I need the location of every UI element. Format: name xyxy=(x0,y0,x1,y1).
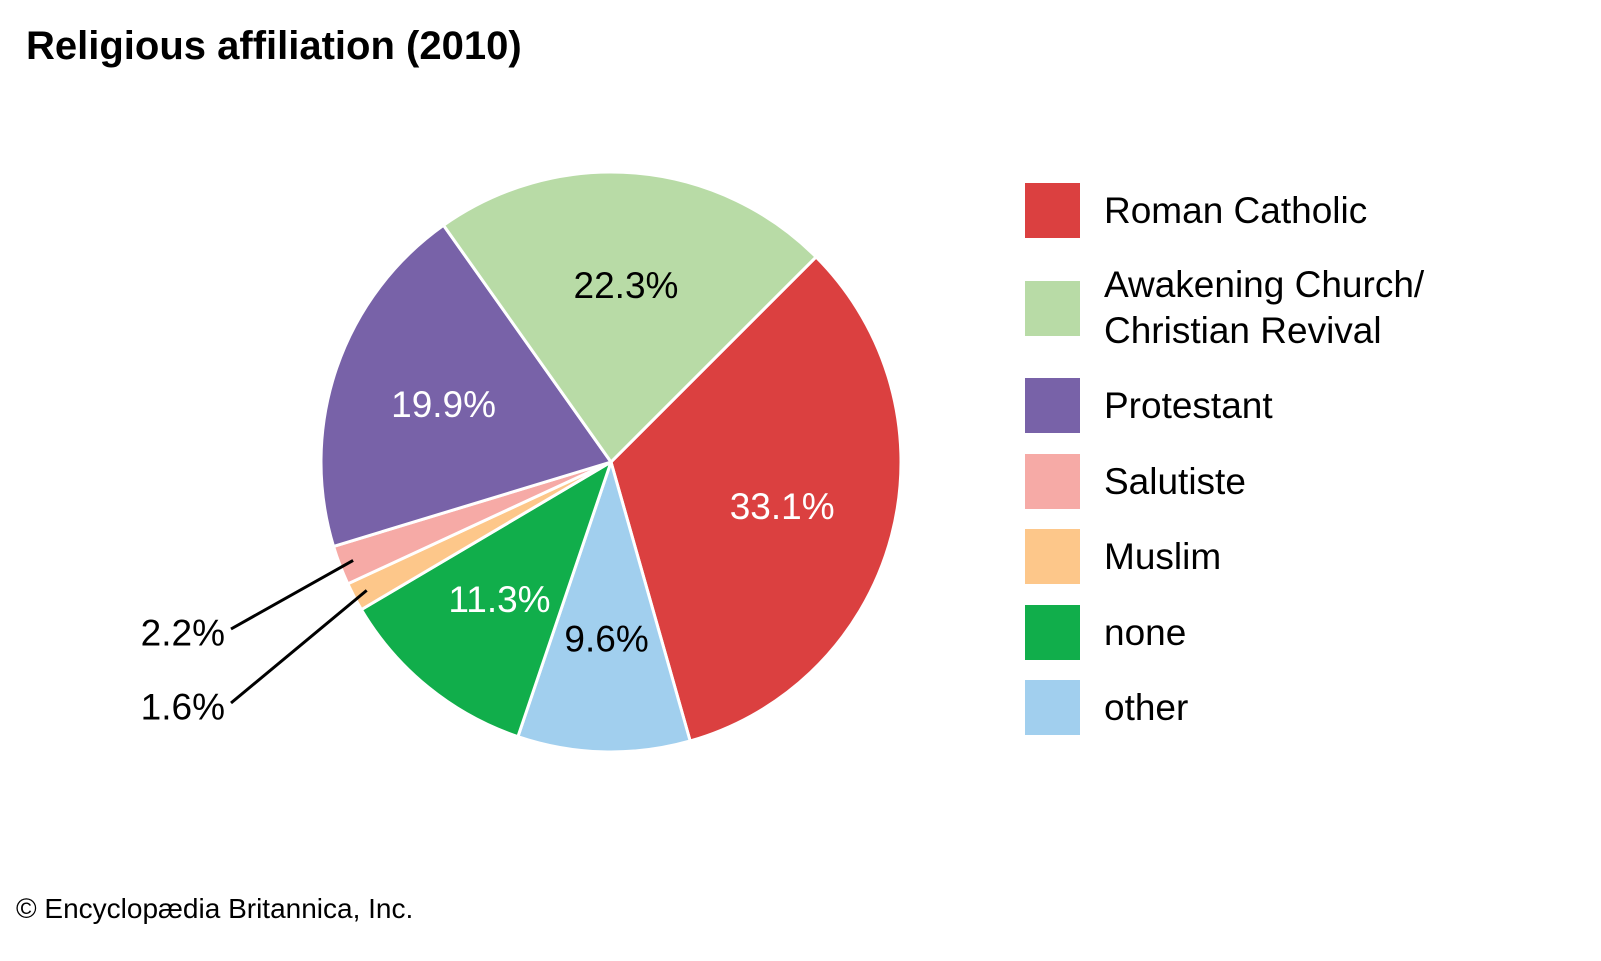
chart-title: Religious affiliation (2010) xyxy=(26,24,522,68)
legend-item-none: none xyxy=(1025,605,1186,660)
legend-item-awakening-church-christian-revival: Awakening Church/ Christian Revival xyxy=(1025,262,1424,354)
value-label-salutiste: 2.2% xyxy=(141,613,225,654)
value-label-roman-catholic: 33.1% xyxy=(730,486,835,527)
pie-slice-protestant xyxy=(319,223,613,548)
callout-line-salutiste xyxy=(230,559,354,631)
pie-slices xyxy=(319,170,903,754)
pie-slice-roman-catholic xyxy=(609,255,903,743)
legend-swatch-muslim xyxy=(1025,529,1080,584)
legend-label-none: none xyxy=(1104,611,1187,653)
copyright-notice: © Encyclopædia Britannica, Inc. xyxy=(16,893,414,924)
legend-label-awakening-church-christian-revival: Awakening Church/ Christian Revival xyxy=(1104,264,1425,351)
value-label-muslim: 1.6% xyxy=(141,687,225,728)
legend-swatch-protestant xyxy=(1025,378,1080,433)
legend-item-roman-catholic: Roman Catholic xyxy=(1025,183,1367,238)
legend-swatch-other xyxy=(1025,680,1080,735)
pie-value-labels: 33.1% 9.6% 11.3% 19.9% 22.3% xyxy=(391,265,835,659)
value-label-awakening-church-christian-revival: 22.3% xyxy=(574,265,679,306)
callout-line-muslim xyxy=(230,589,368,705)
legend-swatch-awakening-church-christian-revival xyxy=(1025,280,1080,336)
legend-item-muslim: Muslim xyxy=(1025,529,1221,584)
pie-slice-other xyxy=(516,460,692,754)
legend-label-protestant: Protestant xyxy=(1104,384,1273,426)
legend-swatch-roman-catholic xyxy=(1025,183,1080,238)
pie-callouts: 2.2% 1.6% xyxy=(141,559,368,728)
value-label-protestant: 19.9% xyxy=(391,384,496,425)
legend-label-roman-catholic: Roman Catholic xyxy=(1104,189,1368,231)
legend-swatch-salutiste xyxy=(1025,454,1080,509)
legend-item-salutiste: Salutiste xyxy=(1025,454,1246,509)
legend-item-other: other xyxy=(1025,680,1188,735)
value-label-none: 11.3% xyxy=(448,579,550,620)
legend-label-muslim: Muslim xyxy=(1104,535,1222,577)
legend-label-other: other xyxy=(1104,686,1189,728)
legend-label-salutiste: Salutiste xyxy=(1104,460,1246,502)
legend-swatch-none xyxy=(1025,605,1080,660)
pie-slice-awakening-church-christian-revival xyxy=(442,170,818,464)
pie-slice-none xyxy=(359,460,613,739)
legend-item-protestant: Protestant xyxy=(1025,378,1273,433)
value-label-other: 9.6% xyxy=(564,618,648,659)
